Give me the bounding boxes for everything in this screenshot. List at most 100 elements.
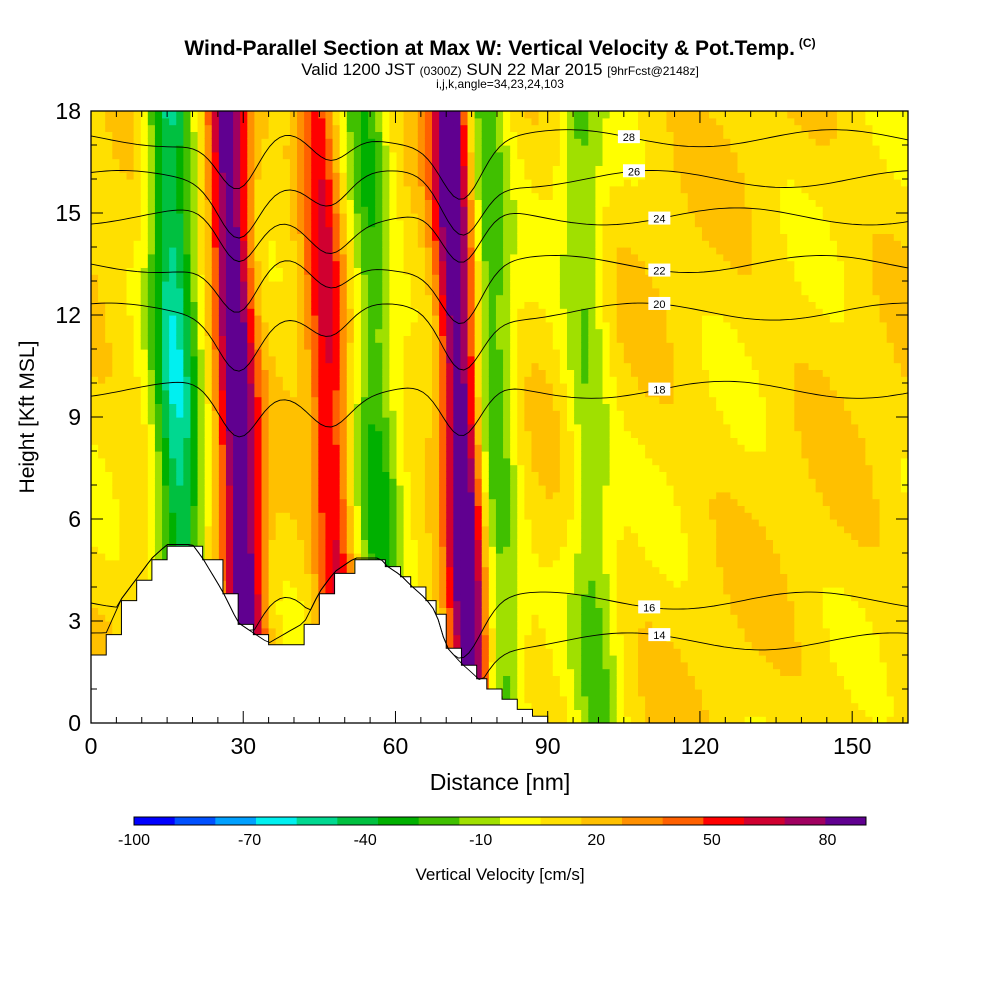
field-cell — [105, 287, 113, 296]
field-cell — [105, 512, 113, 520]
field-cell — [98, 634, 106, 642]
field-cell — [91, 240, 99, 248]
field-cell — [382, 213, 390, 221]
field-cell — [169, 158, 177, 166]
field-cell — [197, 111, 206, 119]
field-cell — [169, 525, 177, 534]
field-cell — [140, 512, 149, 520]
field-cell — [382, 342, 390, 350]
field-cell — [162, 383, 170, 391]
field-cell — [389, 287, 398, 296]
field-cell — [474, 206, 483, 214]
field-cell — [417, 457, 426, 466]
field-cell — [268, 247, 277, 255]
field-cell — [460, 471, 469, 479]
field-cell — [147, 512, 156, 520]
field-cell — [439, 573, 447, 581]
field-cell — [368, 512, 376, 520]
field-cell — [91, 498, 99, 506]
field-cell — [460, 546, 469, 554]
field-cell — [268, 111, 277, 119]
field-cell — [233, 505, 241, 513]
field-cell — [432, 396, 440, 404]
field-cell — [119, 117, 128, 126]
field-cell — [247, 498, 255, 506]
field-cell — [254, 593, 263, 602]
field-cell — [204, 185, 213, 194]
field-cell — [169, 342, 177, 350]
field-cell — [162, 287, 170, 296]
field-cell — [154, 192, 163, 200]
field-cell — [211, 403, 220, 411]
field-cell — [261, 199, 270, 207]
field-cell — [410, 287, 419, 296]
field-cell — [211, 281, 220, 289]
field-cell — [432, 444, 440, 452]
field-cell — [197, 478, 206, 486]
field-cell — [119, 410, 128, 418]
field-cell — [190, 185, 199, 194]
field-cell — [98, 593, 106, 602]
field-cell — [432, 362, 440, 370]
field-cell — [368, 192, 376, 200]
field-cell — [396, 437, 405, 445]
field-cell — [211, 417, 220, 425]
field-cell — [403, 253, 412, 262]
field-cell — [424, 179, 433, 187]
field-cell — [133, 199, 142, 207]
field-cell — [353, 396, 362, 404]
field-cell — [474, 614, 483, 622]
field-cell — [453, 553, 462, 561]
field-cell — [453, 158, 462, 166]
field-cell — [318, 430, 327, 438]
field-cell — [453, 410, 462, 418]
field-cell — [446, 403, 454, 411]
field-cell — [247, 369, 255, 377]
field-cell — [240, 247, 248, 255]
field-cell — [254, 247, 263, 255]
field-cell — [126, 444, 135, 452]
field-cell — [169, 498, 177, 506]
field-cell — [446, 451, 454, 459]
field-cell — [424, 219, 433, 228]
field-cell — [147, 321, 156, 330]
field-cell — [297, 383, 305, 391]
field-cell — [254, 383, 263, 391]
field-cell — [282, 355, 291, 364]
field-cell — [474, 253, 483, 262]
field-cell — [339, 165, 348, 173]
field-cell — [275, 580, 284, 588]
field-cell — [311, 349, 319, 357]
field-cell — [467, 308, 476, 316]
field-cell — [275, 240, 284, 248]
field-cell — [368, 525, 376, 534]
field-cell — [218, 383, 227, 391]
field-cell — [282, 321, 291, 330]
field-cell — [332, 179, 341, 187]
field-cell — [169, 437, 177, 445]
field-cell — [311, 607, 319, 615]
field-cell — [360, 117, 369, 126]
field-cell — [360, 519, 369, 527]
field-cell — [460, 124, 469, 132]
field-cell — [311, 437, 319, 445]
field-cell — [247, 281, 255, 289]
field-cell — [162, 172, 170, 180]
field-cell — [211, 369, 220, 377]
field-cell — [91, 383, 99, 391]
field-cell — [147, 505, 156, 513]
field-cell — [261, 117, 270, 126]
field-cell — [325, 532, 334, 540]
field-cell — [183, 199, 192, 207]
field-cell — [98, 566, 106, 574]
field-cell — [311, 532, 319, 540]
field-cell — [169, 233, 177, 241]
field-cell — [112, 593, 121, 602]
field-cell — [467, 199, 476, 207]
field-cell — [204, 233, 213, 241]
field-cell — [190, 328, 199, 336]
field-cell — [304, 172, 312, 180]
field-cell — [375, 532, 383, 540]
field-cell — [453, 274, 462, 282]
field-cell — [183, 355, 192, 364]
